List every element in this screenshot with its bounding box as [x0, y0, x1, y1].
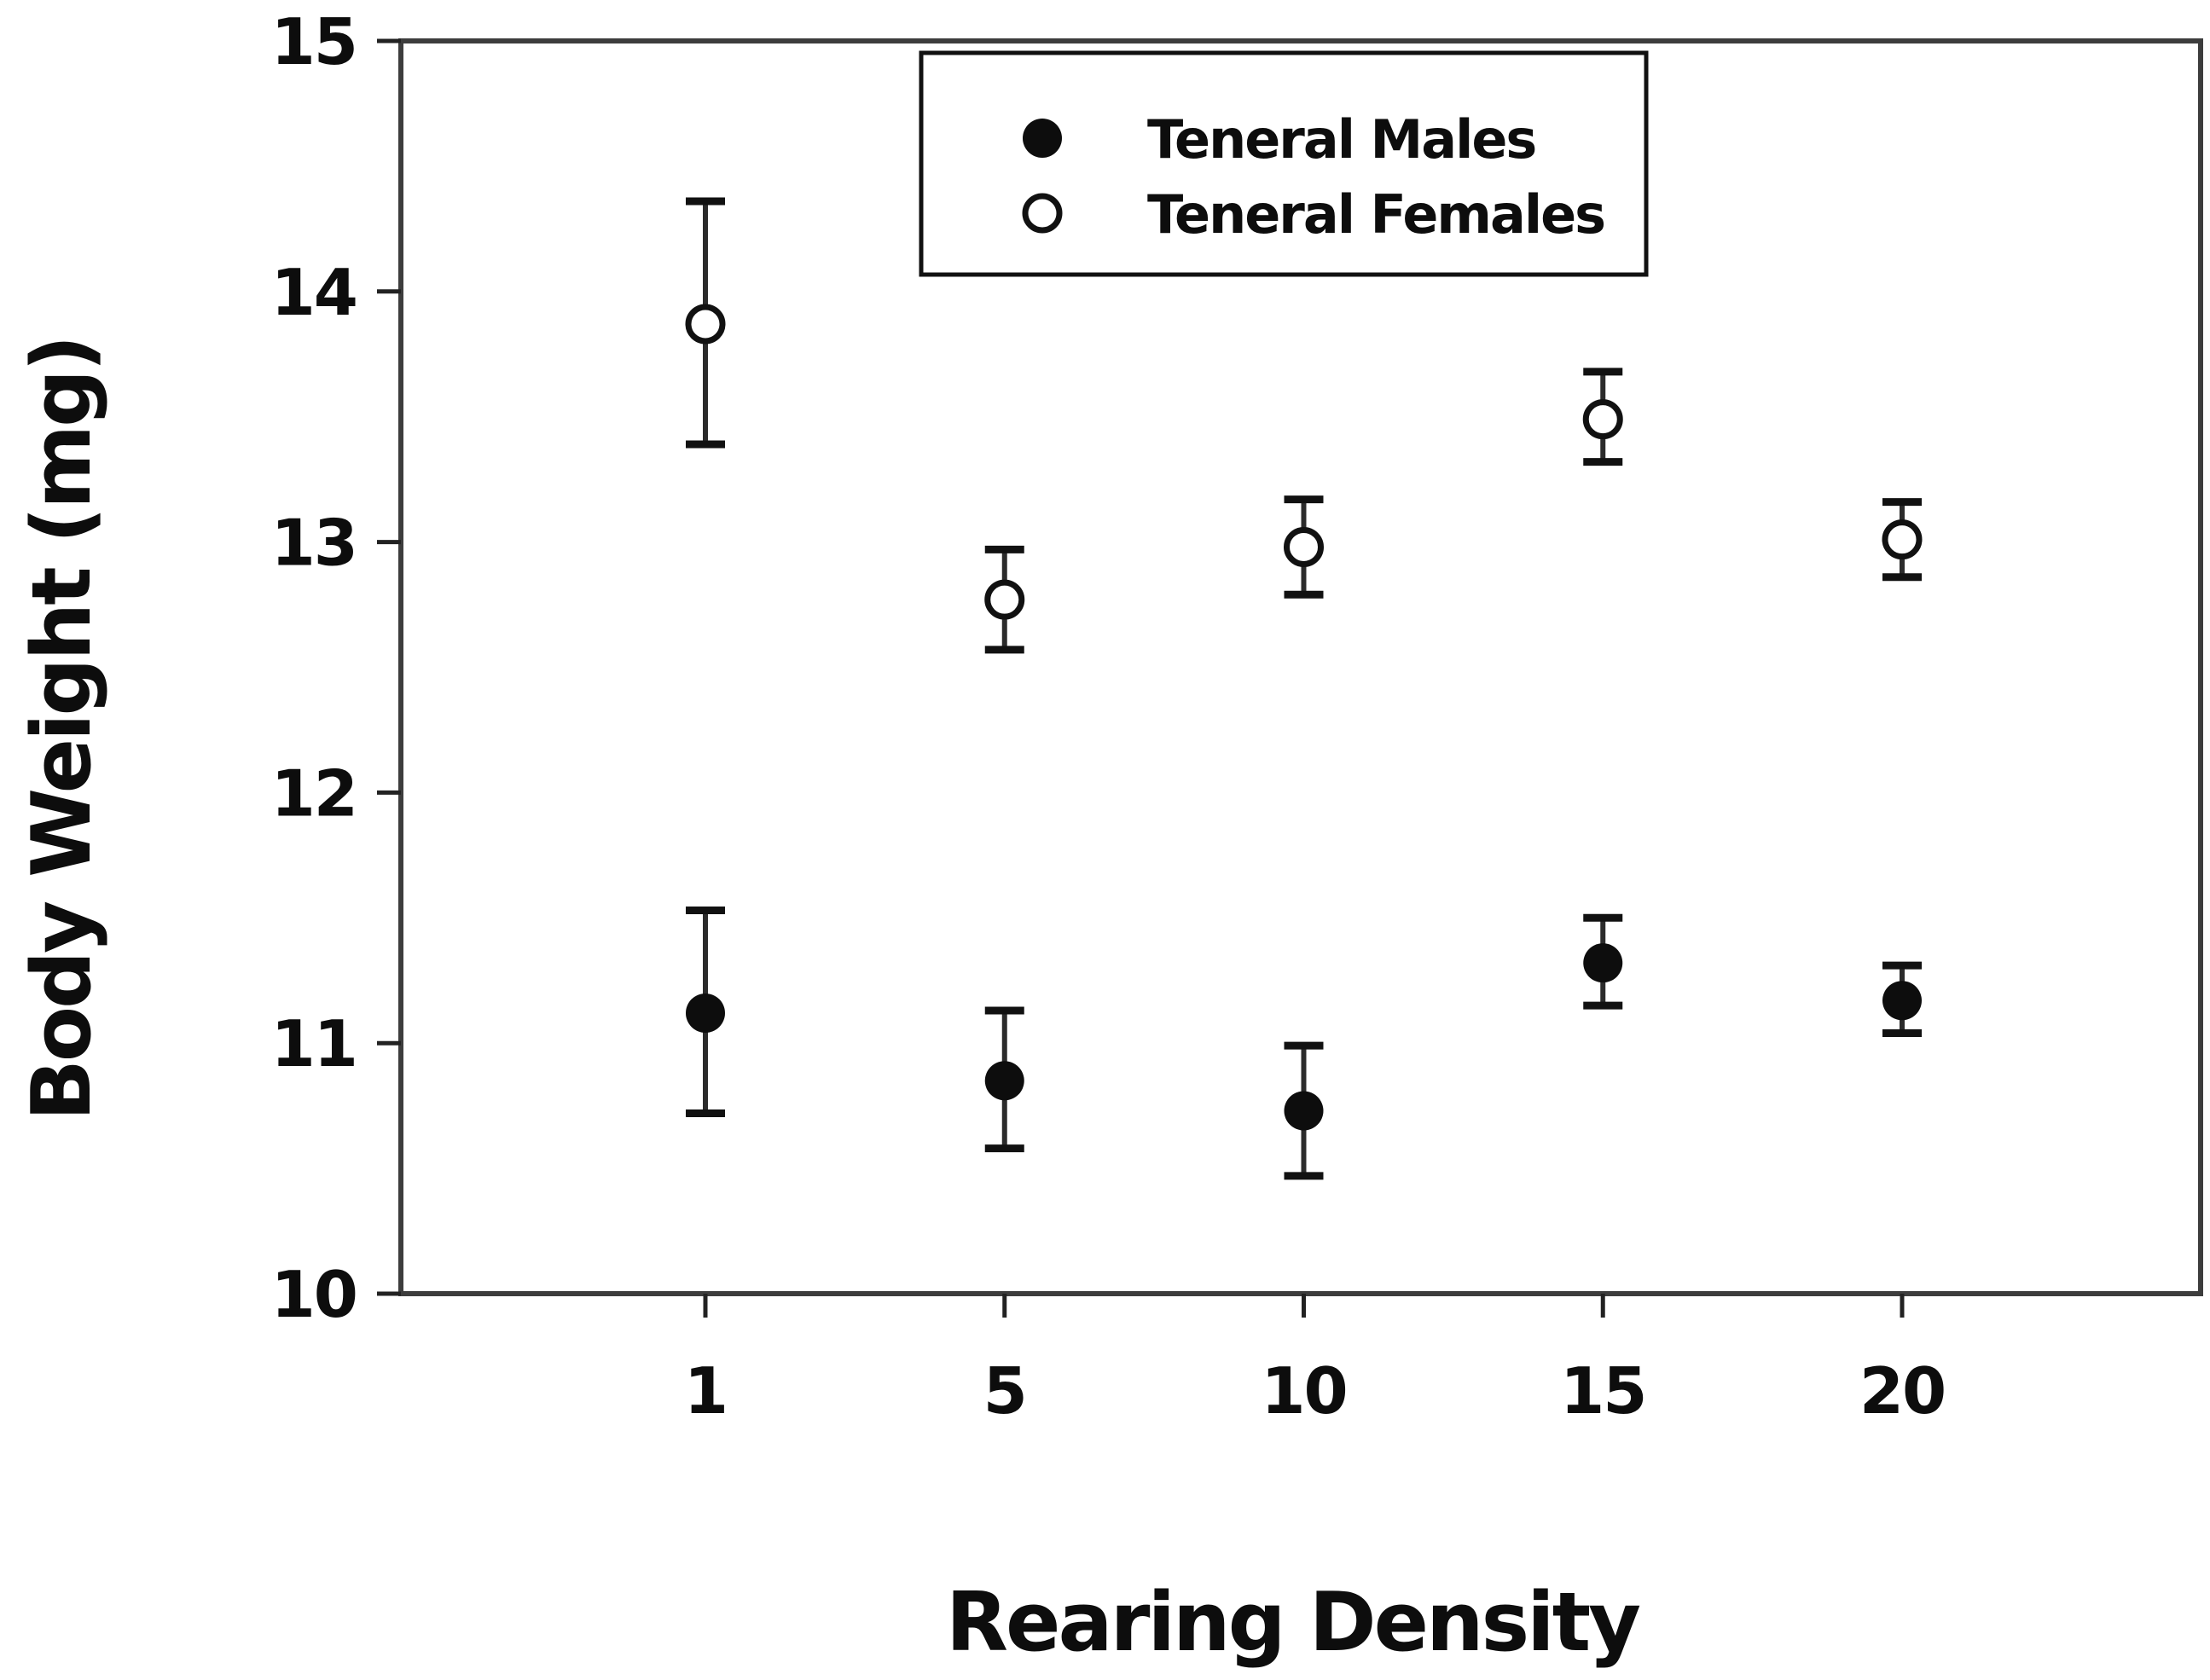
- y-tick-label: 10: [271, 1257, 357, 1332]
- x-tick-label: 20: [1859, 1353, 1945, 1428]
- data-point-teneral-females-x1: [685, 304, 726, 345]
- x-axis-title: Rearing Density: [946, 1576, 1640, 1670]
- data-point-teneral-males-x1: [686, 993, 725, 1033]
- y-axis-title: Body Weight (mg): [15, 337, 109, 1121]
- data-point-teneral-males-x20: [1882, 981, 1922, 1021]
- data-point-teneral-females-x10: [1284, 526, 1324, 567]
- legend-label-teneral-females: Teneral Females: [1147, 183, 1604, 246]
- y-tick-label: 15: [271, 4, 357, 79]
- x-tick-label: 5: [983, 1353, 1026, 1428]
- x-tick-label: 10: [1261, 1353, 1346, 1428]
- y-tick-label: 12: [271, 756, 357, 831]
- data-point-teneral-males-x5: [984, 1061, 1024, 1101]
- legend-marker-teneral-males: [1023, 119, 1062, 158]
- data-point-teneral-females-x5: [984, 579, 1025, 620]
- plot-frame: [398, 38, 2203, 1296]
- data-point-teneral-females-x20: [1882, 519, 1923, 560]
- legend-label-teneral-males: Teneral Males: [1147, 108, 1535, 171]
- y-tick-label: 11: [271, 1006, 357, 1081]
- legend-box: [919, 50, 1649, 277]
- x-tick-label: 15: [1560, 1353, 1645, 1428]
- data-point-teneral-males-x10: [1284, 1091, 1324, 1131]
- y-tick-label: 13: [271, 506, 357, 581]
- data-point-teneral-females-x15: [1582, 399, 1623, 440]
- x-tick-label: 1: [684, 1353, 727, 1428]
- data-point-teneral-males-x15: [1583, 943, 1623, 983]
- y-tick-label: 14: [271, 255, 357, 330]
- legend-marker-teneral-females: [1022, 193, 1063, 234]
